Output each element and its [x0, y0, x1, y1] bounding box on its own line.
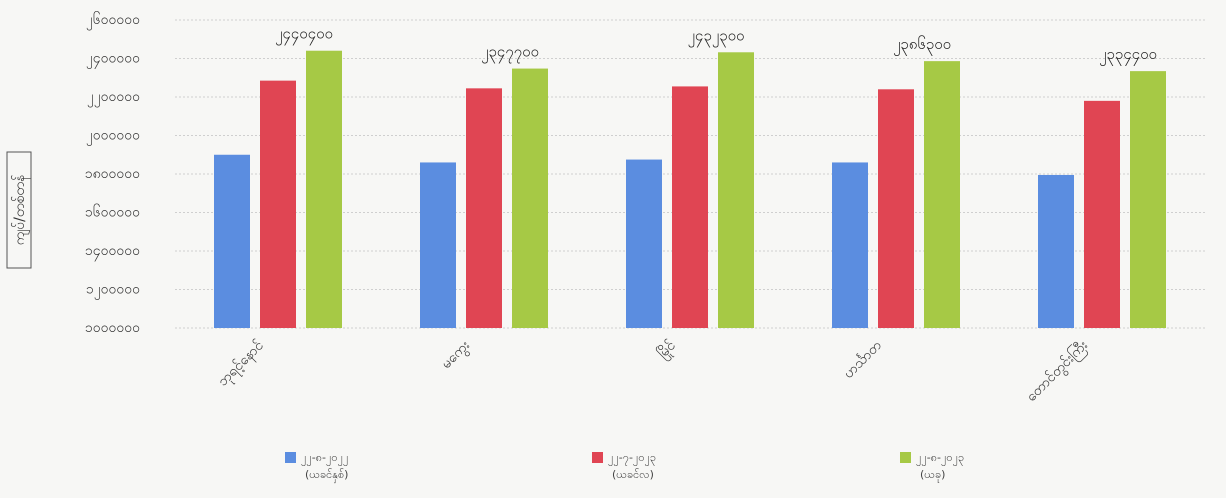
legend-swatch: [900, 452, 911, 463]
y-axis-label: ကျပ်/တစ်တန်: [6, 151, 32, 269]
category-label: ဟင်္သာတ: [841, 337, 886, 382]
bar: [306, 50, 342, 329]
y-tick-label: ၁၈၀၀၀၀၀: [85, 166, 140, 182]
bar: [1130, 71, 1166, 329]
y-tick-label: ၂၀၀၀၀၀၀: [86, 128, 140, 146]
y-tick-label: ၁၆၀၀၀၀၀: [85, 205, 140, 221]
category-label: မကွေး: [438, 337, 474, 373]
legend-label: ၂၂-၈-၂၀၂၂(ယခင်နှစ်): [301, 451, 348, 483]
category-label: ဘုရင့်နောင်: [215, 337, 269, 391]
bar: [512, 68, 548, 328]
bar: [718, 52, 754, 328]
bar: [672, 86, 708, 328]
bar: [878, 89, 914, 328]
data-label: ၂၄၃၂၃၀၀: [688, 26, 745, 47]
y-tick-label: ၁၂၀၀၀၀၀: [86, 282, 140, 300]
bar: [1084, 100, 1120, 328]
bar: [260, 80, 296, 328]
bar: [626, 159, 662, 328]
y-tick-label: ၁၄၀၀၀၀၀: [85, 243, 140, 261]
bar: [466, 88, 502, 329]
y-axis-label-box: [6, 151, 32, 269]
category-label: မြိုင်: [654, 337, 680, 363]
category-label: တောင်တွင်းကြီး: [1023, 336, 1093, 406]
y-tick-labels: ၁၀၀၀၀၀၀ ၁၂၀၀၀၀၀ ၁၄၀၀၀၀၀ ၁၆၀၀၀၀၀ ၁၈၀၀၀၀၀ ၂၀၀၀၀…: [85, 12, 140, 336]
data-label: ၂၃၃၄၄၀၀: [1099, 45, 1157, 66]
legend-label: ၂၂-၇-၂၀၂၃(ယခင်လ): [608, 451, 656, 481]
data-label: ၂၃၈၆၃၀၀: [893, 35, 951, 56]
legend-swatch: [592, 452, 603, 463]
y-tick-label: ၂၆၀၀၀၀၀: [86, 12, 140, 30]
data-label: ၂၃၄၇၇၀၀: [481, 43, 539, 64]
legend-swatch: [285, 452, 296, 463]
bars: [214, 50, 1166, 329]
bar: [214, 154, 250, 328]
bar: [924, 61, 960, 329]
bar: [832, 162, 868, 328]
y-axis-label-text: ကျပ်/တစ်တန်: [12, 175, 30, 246]
legend-label: ၂၂-၈-၂၀၂၃(ယခု): [916, 451, 964, 483]
category-labels: ဘုရင့်နောင် မကွေး မြိုင် ဟင်္သာတ တောင်တွင်းက…: [215, 336, 1093, 406]
data-label: ၂၄၄၀၄၀၀: [275, 25, 333, 46]
y-tick-label: ၂၂၀၀၀၀၀: [87, 89, 140, 107]
bar: [420, 162, 456, 328]
bar: [1038, 174, 1074, 328]
legend: ၂၂-၈-၂၀၂၂(ယခင်နှစ်) ၂၂-၇-၂၀၂၃(ယခင်လ) ၂၂-၈-…: [285, 451, 964, 483]
y-tick-label: ၁၀၀၀၀၀၀: [85, 320, 140, 336]
y-tick-label: ၂၄၀၀၀၀၀: [86, 51, 140, 69]
